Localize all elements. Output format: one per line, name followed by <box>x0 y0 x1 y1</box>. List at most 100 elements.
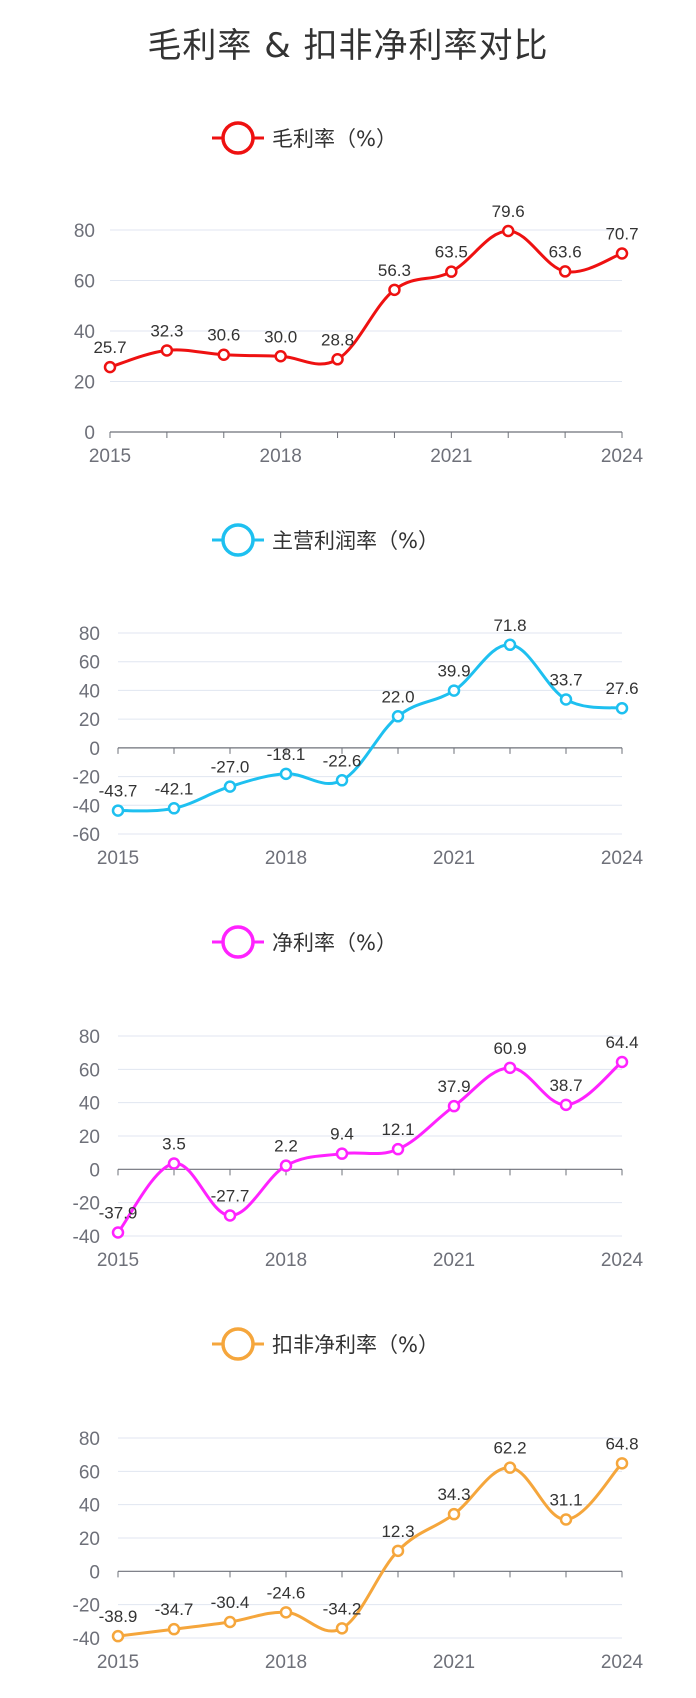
data-label: 22.0 <box>381 687 414 706</box>
data-point[interactable] <box>558 265 572 278</box>
data-point[interactable] <box>279 1606 293 1619</box>
data-point[interactable] <box>167 1157 181 1170</box>
data-point[interactable] <box>559 1098 573 1112</box>
data-point[interactable] <box>503 1061 517 1075</box>
series-line <box>117 1462 624 1638</box>
x-tick-label: 2018 <box>265 1652 307 1673</box>
data-point[interactable] <box>279 1159 293 1172</box>
y-tick-label: -20 <box>73 768 100 789</box>
data-point[interactable] <box>503 1461 517 1474</box>
data-point[interactable] <box>559 693 573 706</box>
data-point[interactable] <box>111 1629 125 1643</box>
y-tick-label: 40 <box>79 1094 100 1115</box>
data-label: 56.3 <box>378 261 411 280</box>
data-point[interactable] <box>391 1544 405 1558</box>
data-label: 64.4 <box>605 1033 638 1052</box>
data-point[interactable] <box>111 1226 125 1239</box>
data-point[interactable] <box>335 774 349 787</box>
legend[interactable]: 扣非净利率（%） <box>212 1327 439 1361</box>
y-tick-label: -40 <box>73 796 100 817</box>
x-tick-label: 2024 <box>601 1250 644 1271</box>
data-label: -18.1 <box>267 745 306 764</box>
data-point[interactable] <box>615 701 629 715</box>
x-tick-label: 2018 <box>265 1250 307 1271</box>
legend-marker-icon <box>221 925 255 959</box>
legend-label: 净利率（%） <box>272 931 397 955</box>
data-label: 30.0 <box>264 327 297 346</box>
data-point[interactable] <box>274 350 287 363</box>
data-point[interactable] <box>167 802 181 815</box>
legend[interactable]: 毛利率（%） <box>212 121 397 155</box>
legend-marker-icon <box>221 121 255 155</box>
data-point[interactable] <box>447 684 461 697</box>
y-tick-label: 80 <box>79 624 100 645</box>
y-tick-label: 20 <box>79 1529 100 1550</box>
y-tick-label: -60 <box>73 825 100 846</box>
y-tick-label: 80 <box>79 1429 100 1450</box>
y-tick-label: 0 <box>89 739 100 760</box>
data-point[interactable] <box>391 1142 405 1156</box>
data-point[interactable] <box>103 360 117 374</box>
data-point[interactable] <box>223 1209 237 1222</box>
y-tick-label: 20 <box>79 710 100 731</box>
data-label: 63.6 <box>549 242 582 261</box>
y-tick-label: 80 <box>74 221 95 242</box>
data-point[interactable] <box>111 804 125 817</box>
data-label: -34.7 <box>155 1600 194 1619</box>
data-point[interactable] <box>615 1457 629 1470</box>
chart-panel-1: 毛利率（%） 0 20 40 60 80 2015 2018 2021 2024 25.7 32.3 3… <box>74 121 644 467</box>
data-point[interactable] <box>445 265 458 278</box>
data-point[interactable] <box>615 247 629 260</box>
data-label: 3.5 <box>162 1135 186 1154</box>
data-point[interactable] <box>160 344 174 357</box>
data-label: -22.6 <box>323 751 362 770</box>
data-point[interactable] <box>559 1513 573 1526</box>
x-tick-label: 2015 <box>97 1652 139 1673</box>
data-label: 31.1 <box>549 1491 582 1510</box>
data-point[interactable] <box>447 1099 461 1113</box>
x-tick-label: 2024 <box>601 848 644 869</box>
data-label: 12.1 <box>381 1120 414 1139</box>
data-point[interactable] <box>223 1615 237 1629</box>
data-label: 60.9 <box>493 1039 526 1058</box>
data-point[interactable] <box>331 353 344 366</box>
x-tick-label: 2015 <box>97 1250 139 1271</box>
data-point[interactable] <box>447 1507 461 1521</box>
x-tick-label: 2018 <box>265 848 307 869</box>
data-point[interactable] <box>388 283 401 297</box>
data-label: 12.3 <box>381 1522 414 1541</box>
data-label: 70.7 <box>605 224 638 243</box>
x-tick-label: 2015 <box>97 848 139 869</box>
data-label: 30.6 <box>207 326 240 345</box>
y-tick-label: 0 <box>89 1562 100 1583</box>
data-point[interactable] <box>335 1622 349 1635</box>
x-tick-label: 2021 <box>433 1250 475 1271</box>
y-tick-label: -20 <box>73 1596 100 1617</box>
data-point[interactable] <box>217 348 231 361</box>
data-point[interactable] <box>501 224 515 238</box>
x-tick-label: 2015 <box>89 446 131 467</box>
y-tick-label: 60 <box>79 1060 100 1081</box>
data-label: -27.7 <box>211 1187 250 1206</box>
data-label: 34.3 <box>437 1485 470 1504</box>
data-point[interactable] <box>279 767 293 781</box>
data-point[interactable] <box>391 710 405 723</box>
data-label: 32.3 <box>150 321 183 340</box>
legend-label: 扣非净利率（%） <box>272 1333 439 1357</box>
data-point[interactable] <box>335 1147 349 1160</box>
data-point[interactable] <box>167 1622 181 1636</box>
data-label: 9.4 <box>330 1125 354 1144</box>
legend[interactable]: 主营利润率（%） <box>212 523 439 557</box>
data-label: -43.7 <box>99 782 138 801</box>
data-label: 79.6 <box>492 202 525 221</box>
data-point[interactable] <box>223 780 237 793</box>
chart-panel-2: 主营利润率（%） -60 -40 -20 0 20 40 60 80 2015 2018 2021 20… <box>73 523 644 869</box>
legend[interactable]: 净利率（%） <box>212 925 397 959</box>
x-tick-label: 2018 <box>260 446 302 467</box>
data-label: -37.9 <box>99 1204 138 1223</box>
data-label: 27.6 <box>605 679 638 698</box>
data-point[interactable] <box>503 638 517 652</box>
y-tick-label: -40 <box>73 1629 100 1650</box>
data-point[interactable] <box>615 1055 629 1069</box>
series-line <box>109 229 623 369</box>
